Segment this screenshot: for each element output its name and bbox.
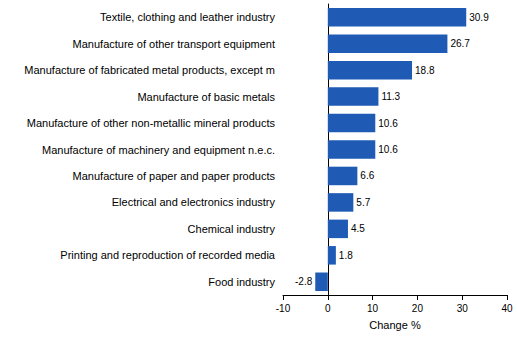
svg-text:Manufacture of machinery and e: Manufacture of machinery and equipment n… (42, 144, 275, 156)
svg-text:10.6: 10.6 (378, 144, 398, 155)
svg-text:Manufacture of basic metals: Manufacture of basic metals (137, 91, 275, 103)
svg-text:20: 20 (412, 303, 424, 314)
svg-text:0: 0 (325, 303, 331, 314)
svg-text:1.8: 1.8 (339, 250, 353, 261)
svg-text:4.5: 4.5 (351, 223, 365, 234)
svg-text:6.6: 6.6 (360, 170, 374, 181)
svg-text:40: 40 (501, 303, 513, 314)
svg-text:Food industry: Food industry (208, 276, 275, 288)
svg-text:Printing and reproduction of r: Printing and reproduction of recorded me… (60, 249, 276, 261)
svg-text:26.7: 26.7 (450, 38, 470, 49)
svg-text:Chemical industry: Chemical industry (188, 223, 276, 235)
svg-text:10: 10 (367, 303, 379, 314)
svg-text:Manufacture of other transport: Manufacture of other transport equipment (73, 38, 275, 50)
svg-text:-10: -10 (276, 303, 291, 314)
svg-text:-2.8: -2.8 (295, 276, 313, 287)
svg-text:Manufacture of paper and paper: Manufacture of paper and paper products (73, 170, 276, 182)
svg-text:Textile, clothing and leather: Textile, clothing and leather industry (100, 11, 275, 23)
svg-text:Manufacture of fabricated meta: Manufacture of fabricated metal products… (24, 64, 275, 76)
svg-text:18.8: 18.8 (415, 65, 435, 76)
svg-text:5.7: 5.7 (356, 197, 370, 208)
svg-text:11.3: 11.3 (381, 91, 400, 102)
svg-text:30.9: 30.9 (469, 12, 489, 23)
svg-text:10.6: 10.6 (378, 118, 398, 129)
svg-text:30: 30 (457, 303, 469, 314)
svg-text:Manufacture of other non-metal: Manufacture of other non-metallic minera… (27, 117, 276, 129)
svg-text:Change %: Change % (369, 319, 421, 331)
svg-text:Electrical and electronics ind: Electrical and electronics industry (112, 196, 276, 208)
